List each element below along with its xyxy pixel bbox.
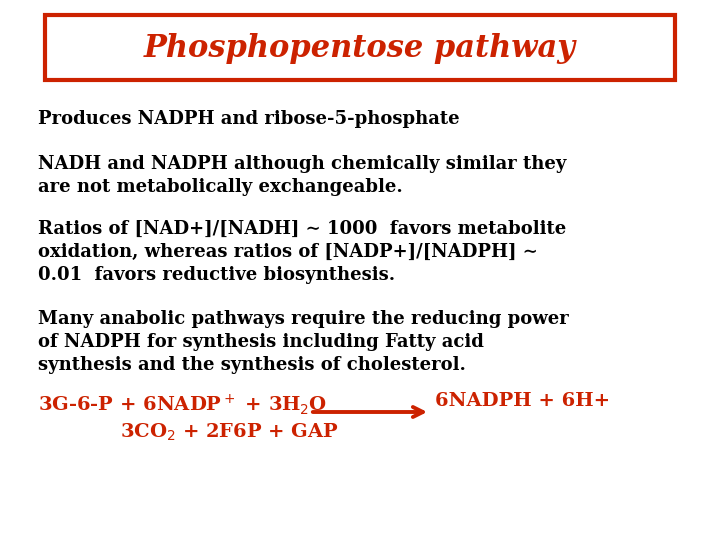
Bar: [45, 15, 675, 80]
Text: oxidation, whereas ratios of [NADP+]/[NADPH] ∼: oxidation, whereas ratios of [NADP+]/[NA…: [38, 243, 538, 261]
Text: synthesis and the synthesis of cholesterol.: synthesis and the synthesis of cholester…: [38, 356, 466, 374]
Text: 3CO$_2$ + 2F6P + GAP: 3CO$_2$ + 2F6P + GAP: [120, 422, 339, 443]
Text: 6NADPH + 6H+: 6NADPH + 6H+: [435, 392, 610, 410]
Text: Ratios of [NAD+]/[NADH] ∼ 1000  favors metabolite: Ratios of [NAD+]/[NADH] ∼ 1000 favors me…: [38, 220, 566, 238]
Text: are not metabolically exchangeable.: are not metabolically exchangeable.: [38, 178, 402, 196]
Text: of NADPH for synthesis including Fatty acid: of NADPH for synthesis including Fatty a…: [38, 333, 484, 351]
Text: Phosphopentose pathway: Phosphopentose pathway: [144, 32, 576, 64]
Text: NADH and NADPH although chemically similar they: NADH and NADPH although chemically simil…: [38, 155, 567, 173]
Text: 3G-6-P + 6NADP$^+$ + 3H$_2$O: 3G-6-P + 6NADP$^+$ + 3H$_2$O: [38, 392, 327, 416]
Text: 0.01  favors reductive biosynthesis.: 0.01 favors reductive biosynthesis.: [38, 266, 395, 284]
Text: Produces NADPH and ribose-5-phosphate: Produces NADPH and ribose-5-phosphate: [38, 110, 459, 128]
Text: Many anabolic pathways require the reducing power: Many anabolic pathways require the reduc…: [38, 310, 569, 328]
